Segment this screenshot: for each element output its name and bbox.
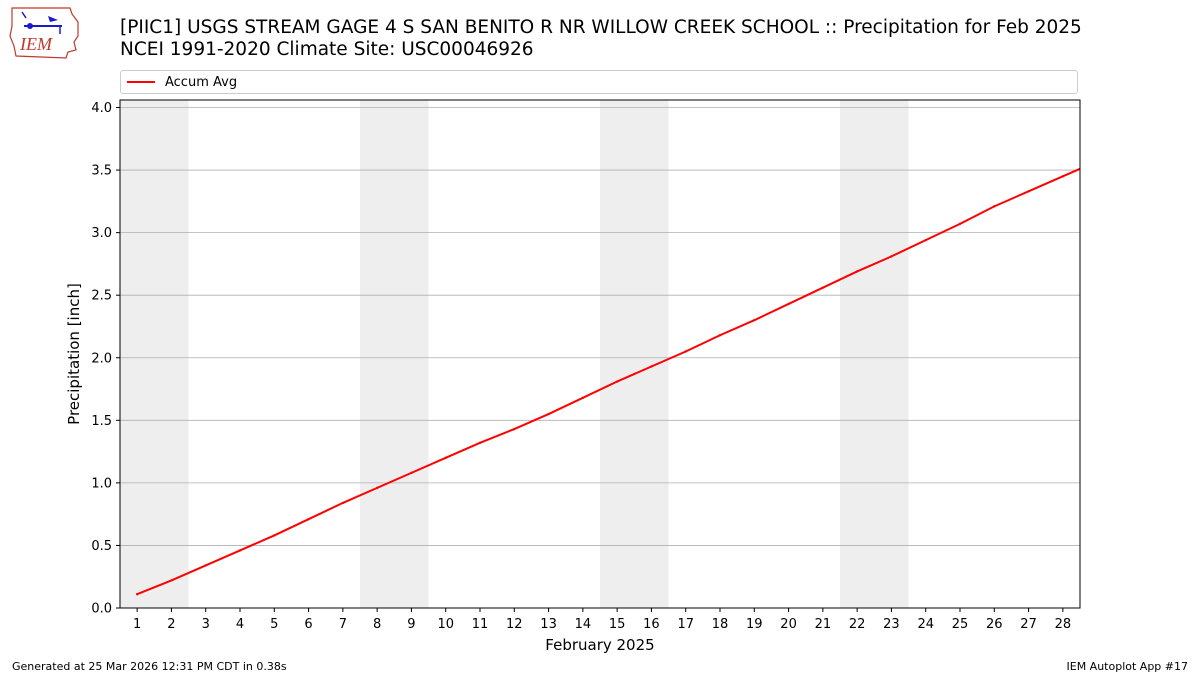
x-tick-label: 1 (133, 617, 141, 632)
y-tick-label: 4.0 (91, 101, 112, 116)
x-tick-label: 3 (202, 617, 210, 632)
data-point (684, 350, 687, 353)
weekend-band-1 (120, 100, 189, 608)
y-axis-label: Precipitation [inch] (65, 283, 83, 425)
data-point (855, 270, 859, 273)
x-tick-label: 2 (167, 617, 175, 632)
title-line-2: NCEI 1991-2020 Climate Site: USC00046926 (120, 39, 534, 60)
legend-line-swatch (127, 81, 155, 83)
y-axis: 0.0 0.5 1.0 1.5 2.0 2.5 3.0 3.5 4.0 (91, 101, 120, 617)
y-tick-label: 3.5 (91, 164, 112, 179)
x-tick-label: 8 (373, 617, 381, 632)
x-tick-label: 23 (883, 617, 900, 632)
data-point (1027, 190, 1030, 193)
data-point (650, 365, 653, 368)
y-tick-label: 1.0 (91, 476, 112, 491)
data-point (547, 412, 550, 416)
data-point (753, 319, 756, 322)
weekend-band-3 (600, 100, 669, 608)
x-tick-label: 4 (236, 617, 244, 632)
y-tick-label: 2.5 (91, 289, 112, 304)
data-point (307, 517, 310, 521)
weekend-bands (120, 100, 909, 608)
x-tick-label: 9 (407, 617, 415, 632)
x-tick-label: 21 (815, 617, 832, 632)
logo-text: IEM (19, 34, 53, 54)
x-tick-label: 15 (609, 617, 626, 632)
legend-label: Accum Avg (165, 74, 238, 90)
x-tick-label: 11 (472, 617, 489, 632)
y-tick-label: 1.5 (91, 414, 112, 429)
x-tick-label: 13 (540, 617, 557, 632)
y-tick-label: 0.5 (91, 539, 112, 554)
data-point (444, 456, 447, 460)
data-point (787, 302, 790, 306)
weekend-band-4 (840, 100, 909, 608)
x-axis: 1 2 3 4 5 6 7 8 9 10 11 12 13 14 15 16 17 18 19 20 21 22 23 24 2… (133, 608, 1071, 632)
x-tick-label: 25 (952, 617, 969, 632)
weekend-band-2 (360, 100, 429, 608)
y-tick-label: 0.0 (91, 602, 112, 617)
data-point (513, 427, 516, 431)
x-tick-label: 5 (270, 617, 278, 632)
x-tick-label: 19 (746, 617, 763, 632)
data-point (170, 579, 173, 582)
data-point (718, 334, 722, 337)
iem-logo: IEM (9, 7, 79, 59)
y-tick-label: 3.0 (91, 226, 112, 241)
data-point (1061, 175, 1065, 178)
y-tick-label: 2.0 (91, 351, 112, 366)
data-point (375, 486, 379, 490)
data-point (273, 534, 276, 537)
data-point (238, 549, 242, 552)
data-point (478, 441, 482, 445)
data-point (135, 593, 139, 596)
x-tick-label: 24 (917, 617, 934, 632)
data-point (204, 564, 207, 567)
data-point (410, 471, 413, 475)
x-tick-label: 22 (849, 617, 866, 632)
data-point (890, 255, 893, 258)
x-tick-label: 14 (575, 617, 592, 632)
legend: Accum Avg (120, 70, 1078, 94)
title-line-1: [PIIC1] USGS STREAM GAGE 4 S SAN BENITO … (120, 17, 1082, 38)
plot-frame (119, 99, 1081, 609)
x-tick-label: 26 (986, 617, 1003, 632)
x-tick-label: 17 (677, 617, 694, 632)
data-point (924, 238, 927, 242)
series-layer (135, 167, 1081, 596)
x-tick-label: 7 (339, 617, 347, 632)
x-tick-label: 18 (712, 617, 729, 632)
x-tick-label: 10 (437, 617, 454, 632)
data-point (581, 396, 585, 399)
data-point (615, 380, 619, 383)
x-tick-label: 20 (780, 617, 797, 632)
app-credit: IEM Autoplot App #17 (1066, 660, 1189, 673)
x-tick-label: 28 (1055, 617, 1072, 632)
data-point (993, 205, 996, 208)
chart-title: [PIIC1] USGS STREAM GAGE 4 S SAN BENITO … (120, 17, 1082, 61)
generated-timestamp: Generated at 25 Mar 2026 12:31 PM CDT in… (12, 660, 287, 673)
data-point (341, 501, 345, 505)
x-axis-label: February 2025 (545, 636, 654, 654)
x-tick-label: 12 (506, 617, 523, 632)
x-tick-label: 16 (643, 617, 660, 632)
x-tick-label: 27 (1020, 617, 1037, 632)
data-point (958, 222, 962, 226)
x-tick-label: 6 (304, 617, 312, 632)
data-point (821, 286, 825, 289)
